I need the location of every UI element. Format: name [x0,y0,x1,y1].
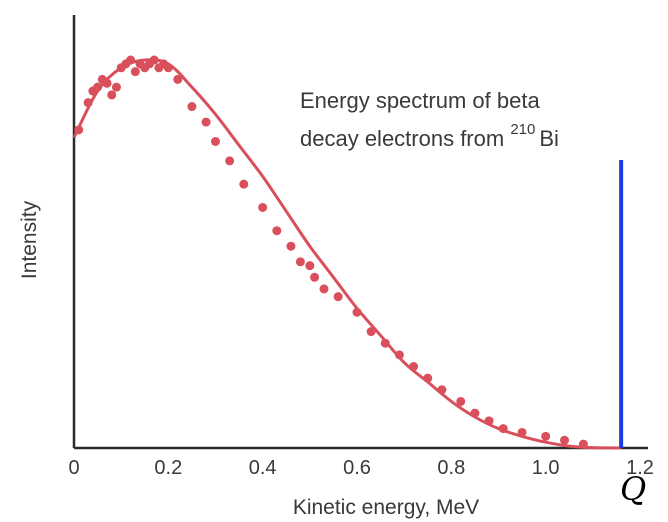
data-point [394,350,404,360]
data-point [305,261,315,271]
axes [72,15,648,450]
data-point [107,90,117,100]
x-tick-label: 0.4 [249,457,277,479]
annotation-line-2: decay electrons from 210 Bi [300,121,559,151]
endpoint-q-label: Q [620,470,646,508]
spectrum-annotation: Energy spectrum of beta decay electrons … [300,88,559,151]
data-point [352,307,362,317]
data-point [74,125,84,135]
data-point [130,67,140,77]
annotation-line-2-text: decay electrons from [300,126,510,151]
annotation-line-1: Energy spectrum of beta [300,88,540,113]
data-point [83,98,93,108]
data-point [225,156,235,166]
isotope-symbol: Bi [539,126,559,151]
x-tick-label: 0 [68,457,79,479]
x-tick-label: 0.2 [154,457,182,479]
data-point [163,63,173,73]
data-point [295,257,305,267]
data-point [239,179,249,189]
data-point [173,74,183,84]
data-point [310,272,320,282]
data-point [366,327,376,337]
data-point [333,292,343,302]
isotope-mass-number: 210 [510,121,535,138]
data-point [201,117,211,127]
data-point [126,55,136,65]
data-point [258,202,268,212]
data-point [578,439,588,449]
data-point [484,416,494,426]
data-point [456,396,466,406]
data-point [187,102,197,112]
data-point [437,385,447,395]
y-axis-title: Intensity [18,200,41,279]
data-point [560,435,570,445]
x-axis-title: Kinetic energy, MeV [293,496,479,519]
x-tick-label: 0.8 [437,457,465,479]
data-point [272,226,282,236]
x-tick-label: 1.0 [532,457,560,479]
x-tick-label: 0.6 [343,457,371,479]
x-tick-label: 1.2 [626,457,654,479]
x-tick-labels: 0 0.2 0.4 0.6 0.8 1.0 1.2 [68,457,653,479]
data-point [470,408,480,418]
data-point [517,427,527,437]
data-point [319,284,329,294]
data-point [211,136,220,146]
data-point [102,78,112,88]
fit-curve [72,58,622,450]
data-point [409,362,419,372]
data-point [149,55,159,65]
data-points [74,55,588,449]
data-point [111,82,121,92]
data-point [423,373,433,383]
data-point [380,338,390,348]
data-point [498,424,508,434]
data-point [541,431,551,441]
data-point [286,241,296,251]
data-point [93,82,103,92]
